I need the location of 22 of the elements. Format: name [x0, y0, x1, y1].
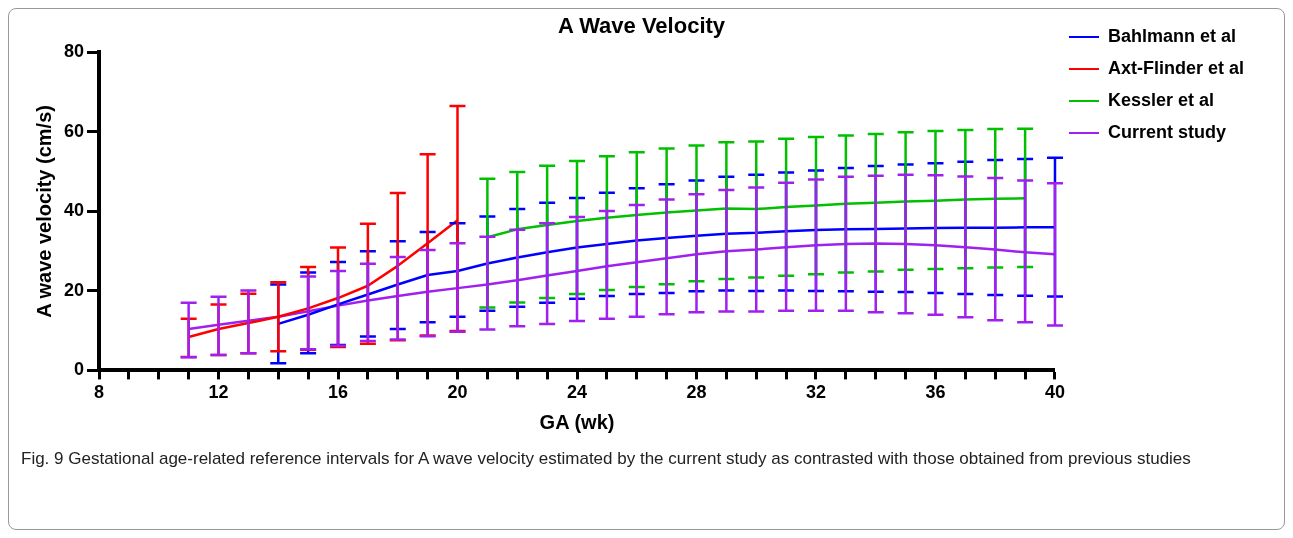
y-tick-label: 20 — [63, 279, 85, 300]
y-tick-label: 40 — [63, 200, 85, 221]
y-tick-label: 60 — [63, 120, 85, 141]
y-tick-label: 80 — [63, 41, 85, 62]
x-tick-label: 40 — [1044, 382, 1065, 403]
x-tick-label: 20 — [447, 382, 468, 403]
legend-label: Bahlmann et al — [1107, 25, 1237, 46]
x-tick-label: 8 — [94, 382, 105, 403]
caption: Fig. 9 Gestational age-related reference intervals for A wave velocity estimated by the current study as contrasted with those obtained from previous studies — [21, 448, 1192, 470]
x-tick-label: 36 — [925, 382, 946, 403]
x-tick-label: 16 — [328, 382, 349, 403]
x-axis-title: GA (wk) — [539, 410, 615, 433]
y-axis-title: A wave velocity (cm/s) — [32, 105, 55, 318]
legend-label: Current study — [1107, 121, 1226, 142]
legend-label: Kessler et al — [1107, 89, 1215, 110]
x-tick-label: 24 — [566, 382, 588, 403]
legend-label: Axt-Flinder et al — [1107, 57, 1245, 78]
x-tick-label: 12 — [208, 382, 229, 403]
chart-title: A Wave Velocity — [557, 13, 726, 39]
x-tick-label: 32 — [805, 382, 827, 403]
y-tick-label: 0 — [74, 359, 85, 380]
x-tick-label: 28 — [686, 382, 707, 403]
